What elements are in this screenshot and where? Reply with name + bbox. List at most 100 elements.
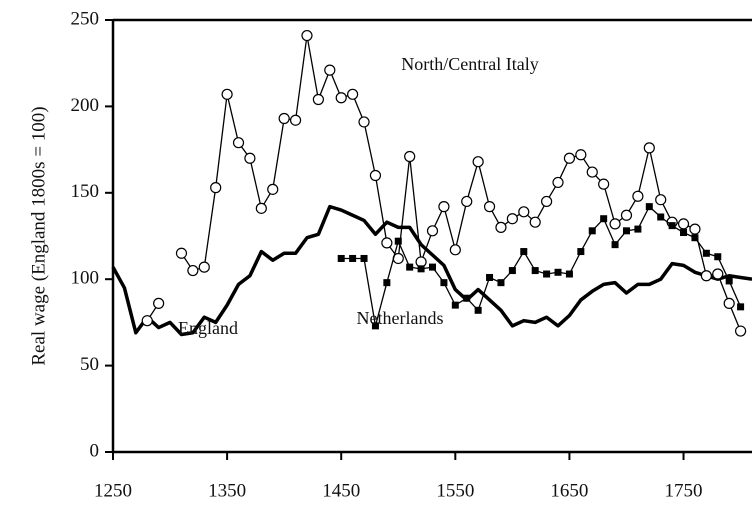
y-tick-label: 200 [71, 95, 100, 116]
series-line [111, 204, 752, 337]
point-marker [483, 201, 496, 213]
point-marker [634, 225, 642, 233]
point-marker [451, 301, 459, 309]
point-marker [575, 149, 587, 161]
point-marker [689, 223, 701, 235]
y-tick-label: 50 [80, 354, 99, 375]
point-marker [449, 244, 461, 256]
point-marker [577, 248, 585, 256]
point-marker [438, 201, 450, 213]
point-marker [381, 237, 393, 249]
point-marker [461, 195, 473, 208]
point-marker [668, 222, 676, 230]
point-marker [324, 64, 336, 76]
point-marker [518, 206, 530, 218]
point-marker [600, 215, 608, 223]
point-marker [474, 306, 482, 314]
point-marker [358, 116, 370, 128]
point-marker [620, 209, 633, 221]
point-marker [486, 273, 494, 281]
point-marker [565, 270, 573, 278]
point-marker [598, 178, 610, 190]
x-tick-label: 1450 [322, 480, 360, 501]
series-line [180, 34, 742, 332]
point-marker [520, 248, 528, 256]
point-marker [175, 247, 188, 259]
series-label: Netherlands [357, 308, 444, 328]
x-tick-label: 1650 [550, 480, 588, 501]
point-marker [429, 263, 436, 271]
y-axis-label: Real wage (England 1800s = 100) [28, 106, 49, 365]
plot-area [111, 29, 752, 337]
point-marker [221, 88, 233, 100]
point-marker [643, 142, 655, 154]
point-marker [232, 137, 245, 149]
point-marker [347, 88, 359, 100]
point-marker [187, 264, 199, 277]
point-marker [301, 29, 313, 42]
point-marker [552, 176, 564, 189]
series-label: North/Central Italy [401, 54, 538, 74]
point-marker [141, 315, 153, 327]
point-marker [702, 249, 710, 257]
point-marker [198, 261, 210, 273]
point-marker [267, 183, 279, 195]
point-marker [289, 114, 302, 126]
point-marker [563, 152, 576, 164]
point-marker [554, 268, 562, 276]
point-marker [278, 112, 290, 125]
point-marker [369, 169, 382, 182]
point-marker [609, 218, 621, 230]
point-marker [645, 203, 653, 211]
y-tick-label: 100 [71, 268, 100, 289]
point-marker [337, 254, 345, 262]
point-marker [349, 254, 357, 262]
point-marker [495, 221, 507, 233]
point-marker [588, 227, 596, 235]
point-marker [383, 279, 391, 287]
point-marker [472, 156, 484, 168]
point-marker [335, 92, 347, 104]
point-marker [723, 297, 735, 309]
point-marker [153, 297, 165, 309]
point-marker [531, 267, 539, 275]
series-label: England [178, 318, 238, 338]
point-marker [244, 152, 256, 164]
x-tick-label: 1350 [208, 480, 246, 501]
x-tick-label: 1750 [665, 480, 703, 501]
point-marker [463, 294, 471, 302]
point-marker [371, 322, 379, 330]
point-marker [655, 194, 667, 206]
y-tick-label: 250 [71, 8, 100, 29]
point-marker [508, 267, 516, 275]
y-tick-label: 0 [90, 440, 100, 461]
axes: 0 50 100 150 200 250 1250 1350 1450 1550 1650 1750 [71, 8, 752, 501]
point-marker [312, 93, 324, 106]
point-marker [725, 277, 733, 285]
point-marker [737, 303, 745, 311]
point-marker [360, 254, 368, 262]
point-marker [622, 227, 630, 235]
point-marker [541, 195, 553, 208]
point-marker [506, 213, 518, 225]
point-marker [734, 325, 747, 337]
point-marker [255, 202, 267, 214]
point-marker [712, 268, 724, 280]
point-marker [426, 225, 439, 237]
point-marker [497, 279, 505, 287]
point-marker [677, 218, 690, 230]
point-marker [691, 234, 699, 242]
point-marker [543, 270, 551, 278]
point-marker [394, 237, 402, 245]
point-marker [680, 229, 688, 237]
point-marker [440, 279, 448, 287]
point-marker [632, 190, 644, 202]
point-marker [210, 182, 222, 194]
point-marker [586, 166, 598, 178]
point-marker [529, 216, 541, 228]
point-marker [611, 241, 619, 249]
x-tick-label: 1550 [436, 480, 474, 501]
point-marker [406, 263, 414, 271]
point-marker [714, 253, 722, 261]
